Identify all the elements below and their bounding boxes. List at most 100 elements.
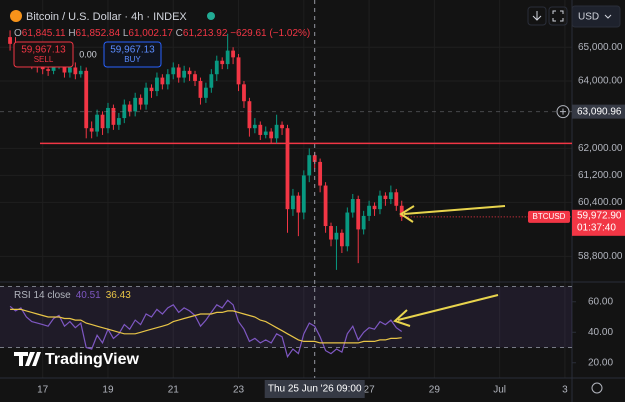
rsi-title: RSI 14 close bbox=[14, 290, 71, 301]
rsi-tick-label: 40.00 bbox=[588, 327, 613, 338]
annotation-arrow bbox=[397, 294, 499, 321]
x-tick-label: 19 bbox=[102, 385, 114, 396]
rsi-ma-value: 36.43 bbox=[106, 290, 131, 301]
candle-body bbox=[274, 124, 279, 139]
candle-body bbox=[220, 60, 225, 65]
symbol-title[interactable]: Bitcoin / U.S. Dollar · 4h · INDEX bbox=[26, 11, 187, 23]
btc-icon bbox=[10, 10, 22, 22]
candle-body bbox=[160, 77, 165, 85]
candle-body bbox=[291, 195, 295, 210]
candle-body bbox=[165, 74, 170, 85]
x-tick-label: 27 bbox=[364, 385, 376, 396]
candle-body bbox=[388, 192, 393, 200]
x-tick-label: 23 bbox=[233, 385, 245, 396]
y-tick-label: 64,000.00 bbox=[578, 76, 623, 87]
download-icon bbox=[532, 11, 542, 21]
sell-label: SELL bbox=[34, 55, 54, 64]
download-button[interactable] bbox=[527, 6, 547, 26]
currency: USD bbox=[578, 12, 599, 23]
ohlc-key: L bbox=[123, 28, 129, 39]
candle-body bbox=[329, 226, 333, 240]
ohlc-value: 61,852.84 bbox=[76, 28, 121, 39]
candle-body bbox=[144, 87, 148, 105]
ohlc-key: O bbox=[14, 28, 22, 39]
candle-body bbox=[378, 195, 382, 210]
rsi-ma-line bbox=[10, 308, 402, 344]
candle-body bbox=[236, 57, 241, 85]
candle-body bbox=[269, 131, 274, 139]
candle-body bbox=[214, 60, 219, 75]
candle-body bbox=[323, 185, 328, 227]
candle-body bbox=[203, 87, 208, 98]
last-price-box bbox=[572, 209, 625, 236]
annotation-arrow bbox=[403, 205, 506, 215]
candle-body bbox=[209, 74, 214, 88]
candle-body bbox=[187, 70, 192, 75]
candle-body bbox=[111, 107, 116, 125]
candle-body bbox=[263, 131, 268, 135]
fullscreen-button[interactable] bbox=[548, 6, 568, 26]
candle-body bbox=[193, 74, 197, 81]
buy-price: 59,967.13 bbox=[110, 45, 155, 56]
buy-button[interactable] bbox=[103, 41, 162, 68]
dropdown-caret bbox=[604, 14, 612, 19]
ohlc-key: H bbox=[68, 28, 75, 39]
add-alert-icon bbox=[560, 108, 566, 115]
ohlc-line: O61,845.11 H61,852.84 L61,002.17 C61,213… bbox=[14, 28, 310, 39]
candle-body bbox=[345, 212, 350, 247]
candle-body bbox=[242, 84, 246, 102]
tv-logo-icon bbox=[14, 352, 41, 366]
settings-button[interactable] bbox=[591, 382, 603, 394]
annotation-arrowhead bbox=[393, 309, 411, 327]
candle-body bbox=[122, 104, 127, 119]
sell-button[interactable] bbox=[13, 41, 74, 68]
fullscreen-icon bbox=[552, 10, 564, 22]
candle-body bbox=[307, 155, 312, 176]
y-tick-label: 60,400.00 bbox=[578, 197, 623, 208]
ohlc-change: −629.61 (−1.02%) bbox=[230, 28, 310, 39]
candle-body bbox=[100, 114, 105, 129]
sell-price: 59,967.13 bbox=[21, 45, 66, 56]
ohlc-value: 61,213.92 bbox=[183, 28, 228, 39]
candle-body bbox=[182, 70, 187, 78]
candle-body bbox=[361, 215, 366, 230]
candle-body bbox=[399, 205, 404, 217]
candle-body bbox=[127, 104, 132, 112]
candle-body bbox=[106, 107, 110, 129]
candle-body bbox=[372, 205, 377, 210]
candle-body bbox=[339, 232, 344, 247]
rsi-tick-label: 60.00 bbox=[588, 296, 613, 307]
candle-body bbox=[149, 87, 154, 92]
symbol-box bbox=[528, 210, 570, 223]
x-tick-label: 3 bbox=[562, 385, 568, 396]
candle-body bbox=[252, 124, 257, 129]
candle-body bbox=[280, 124, 284, 129]
candle-body bbox=[367, 205, 371, 216]
rsi-band bbox=[0, 286, 572, 348]
candle-body bbox=[225, 50, 230, 65]
candle-body bbox=[155, 77, 159, 92]
candle-body bbox=[231, 50, 236, 58]
crosshair-time-label: Thu 25 Jun '26 09:00 bbox=[268, 384, 362, 395]
x-tick-label: Jul bbox=[493, 385, 506, 396]
candle-body bbox=[176, 67, 181, 78]
candle-body bbox=[198, 80, 203, 98]
x-tick-label: 17 bbox=[37, 385, 49, 396]
currency-dropdown[interactable] bbox=[571, 5, 621, 28]
candle-body bbox=[258, 124, 263, 135]
candle-body bbox=[40, 67, 45, 70]
ohlc-key: C bbox=[176, 28, 183, 39]
candle-body bbox=[73, 67, 78, 75]
candle-body bbox=[285, 128, 290, 210]
rsi-tick-label: 20.00 bbox=[588, 357, 613, 368]
y-tick-label: 65,000.00 bbox=[578, 42, 623, 53]
buy-label: BUY bbox=[124, 55, 141, 64]
y-tick-label: 62,000.00 bbox=[578, 143, 623, 154]
candle-body bbox=[67, 67, 72, 73]
rsi-legend: RSI 14 close 40.51 36.43 bbox=[14, 290, 131, 301]
candle-body bbox=[95, 114, 100, 132]
candle-body bbox=[301, 175, 306, 213]
